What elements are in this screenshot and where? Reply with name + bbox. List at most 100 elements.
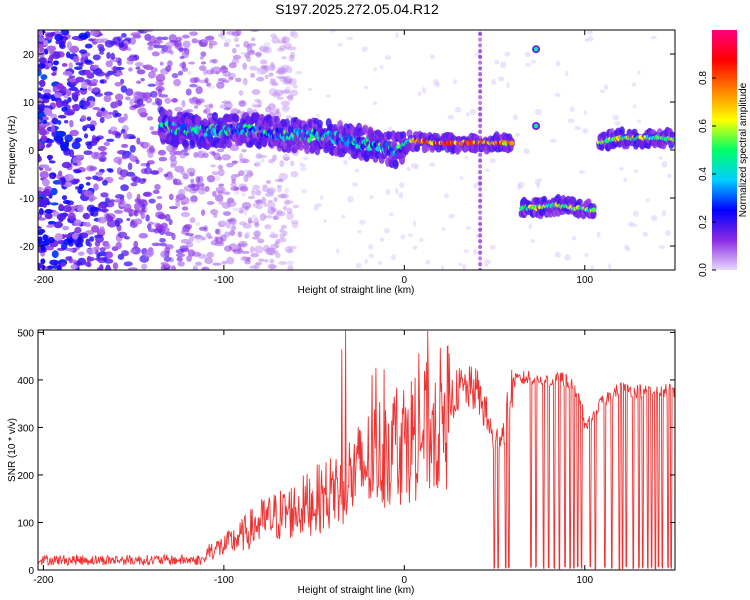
noise-blob bbox=[230, 173, 237, 181]
noise-dot bbox=[586, 30, 593, 35]
noise-blob bbox=[267, 187, 277, 194]
noise-blob bbox=[237, 247, 243, 255]
noise-blob bbox=[118, 41, 125, 48]
noise-blob bbox=[121, 250, 130, 257]
noise-blob bbox=[241, 250, 250, 254]
spectrogram-x-tick-label: -200 bbox=[33, 275, 53, 286]
noise-blob bbox=[64, 134, 73, 143]
noise-dot bbox=[632, 104, 637, 109]
noise-dot bbox=[448, 214, 455, 219]
noise-blob bbox=[43, 39, 49, 47]
noise-blob bbox=[143, 251, 154, 258]
noise-blob bbox=[287, 245, 297, 250]
noise-blob bbox=[231, 248, 237, 253]
noise-blob bbox=[277, 66, 284, 71]
noise-blob bbox=[140, 77, 145, 82]
noise-blob bbox=[121, 143, 129, 149]
noise-blob bbox=[205, 232, 212, 239]
noise-dot bbox=[421, 86, 427, 94]
noise-blob bbox=[175, 199, 180, 208]
noise-dot bbox=[569, 106, 575, 112]
noise-blob bbox=[39, 44, 44, 53]
noise-blob bbox=[75, 242, 84, 248]
noise-blob bbox=[95, 38, 104, 44]
noise-dot bbox=[244, 231, 250, 238]
noise-blob bbox=[278, 178, 284, 183]
noise-dot bbox=[645, 198, 650, 203]
noise-dot bbox=[596, 231, 601, 238]
noise-blob bbox=[117, 61, 122, 66]
noise-blob bbox=[193, 152, 199, 158]
noise-blob bbox=[177, 70, 184, 76]
noise-blob bbox=[239, 158, 248, 164]
noise-blob bbox=[38, 217, 47, 221]
noise-dot bbox=[364, 258, 368, 265]
noise-blob bbox=[84, 261, 91, 267]
noise-blob bbox=[241, 201, 252, 210]
noise-blob bbox=[123, 131, 128, 140]
noise-dot bbox=[320, 195, 324, 201]
noise-blob bbox=[288, 54, 295, 62]
noise-dot bbox=[282, 106, 289, 113]
noise-blob bbox=[69, 129, 80, 137]
noise-blob bbox=[157, 88, 163, 96]
noise-dot bbox=[417, 91, 422, 97]
noise-blob bbox=[92, 175, 99, 180]
noise-blob bbox=[264, 215, 273, 219]
noise-blob bbox=[267, 103, 276, 111]
noise-dot bbox=[187, 147, 191, 154]
noise-blob bbox=[221, 100, 232, 105]
snr-x-tick-label: 0 bbox=[402, 575, 408, 586]
spectrogram-x-ticks: -200 -100 0 100 bbox=[33, 30, 594, 286]
noise-blob bbox=[85, 123, 93, 129]
noise-dot bbox=[195, 221, 201, 227]
noise-blob bbox=[242, 77, 248, 86]
noise-blob bbox=[163, 173, 169, 177]
noise-blob bbox=[275, 238, 281, 245]
noise-blob bbox=[117, 116, 126, 124]
noise-blob bbox=[44, 209, 53, 214]
noise-blob bbox=[255, 262, 263, 266]
noise-blob bbox=[274, 178, 283, 183]
noise-blob bbox=[104, 40, 114, 48]
noise-blob bbox=[264, 259, 269, 263]
noise-blob bbox=[267, 247, 277, 256]
noise-blob bbox=[204, 107, 211, 115]
noise-blob bbox=[280, 224, 287, 230]
noise-blob bbox=[52, 60, 59, 66]
noise-dot bbox=[384, 55, 392, 61]
noise-dot bbox=[208, 85, 215, 89]
noise-blob bbox=[145, 162, 151, 168]
noise-dot bbox=[361, 46, 368, 53]
noise-blob bbox=[170, 265, 177, 270]
spectrogram-y-tick-label: 10 bbox=[23, 98, 35, 109]
noise-blob bbox=[116, 149, 127, 155]
noise-blob bbox=[91, 134, 97, 143]
noise-blob bbox=[52, 85, 58, 93]
ridge-halo bbox=[212, 111, 219, 122]
noise-blob bbox=[277, 68, 285, 74]
noise-dot bbox=[406, 166, 411, 172]
noise-blob bbox=[275, 210, 286, 217]
stripe-blob bbox=[478, 129, 483, 134]
noise-blob bbox=[271, 36, 280, 44]
noise-blob bbox=[252, 236, 260, 240]
noise-blob bbox=[287, 265, 294, 270]
spectrogram-image bbox=[38, 30, 675, 270]
noise-blob bbox=[83, 190, 94, 198]
noise-dot bbox=[599, 89, 605, 93]
noise-dot bbox=[661, 160, 668, 168]
noise-blob bbox=[243, 40, 250, 48]
noise-blob bbox=[38, 119, 42, 123]
noise-dot bbox=[631, 82, 636, 87]
noise-blob bbox=[181, 67, 189, 72]
noise-blob bbox=[104, 243, 111, 250]
noise-blob bbox=[187, 183, 196, 188]
noise-blob bbox=[229, 230, 236, 236]
ridge-halo bbox=[256, 141, 263, 150]
noise-blob bbox=[85, 182, 91, 186]
noise-blob bbox=[39, 79, 46, 88]
noise-blob bbox=[279, 228, 285, 233]
noise-blob bbox=[45, 224, 54, 228]
noise-dot bbox=[379, 237, 385, 242]
